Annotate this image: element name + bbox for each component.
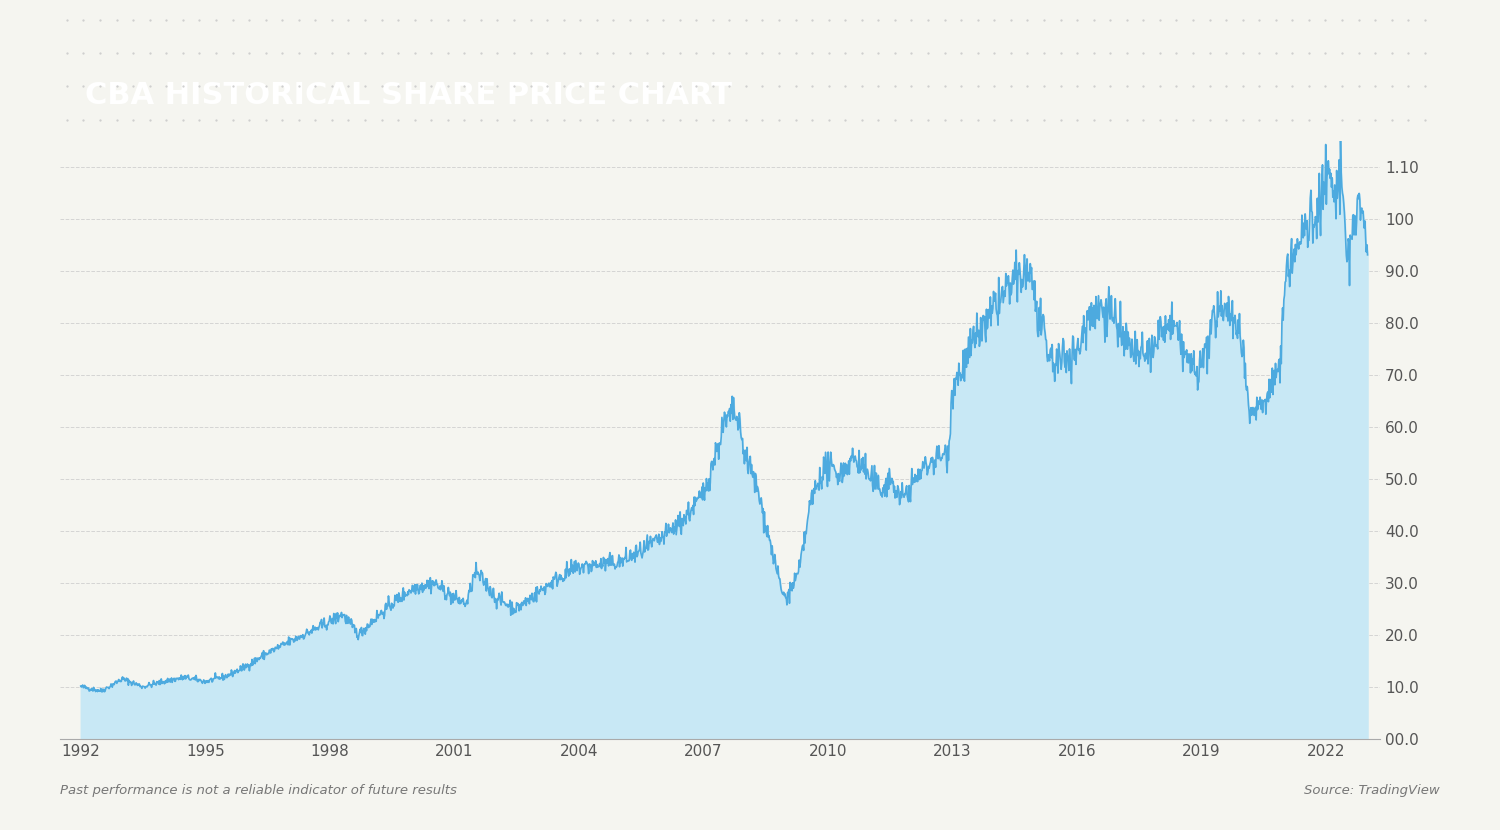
Text: Past performance is not a reliable indicator of future results: Past performance is not a reliable indic… [60,784,458,797]
Text: CBA HISTORICAL SHARE PRICE CHART: CBA HISTORICAL SHARE PRICE CHART [84,81,732,110]
Text: Source: TradingView: Source: TradingView [1304,784,1440,797]
